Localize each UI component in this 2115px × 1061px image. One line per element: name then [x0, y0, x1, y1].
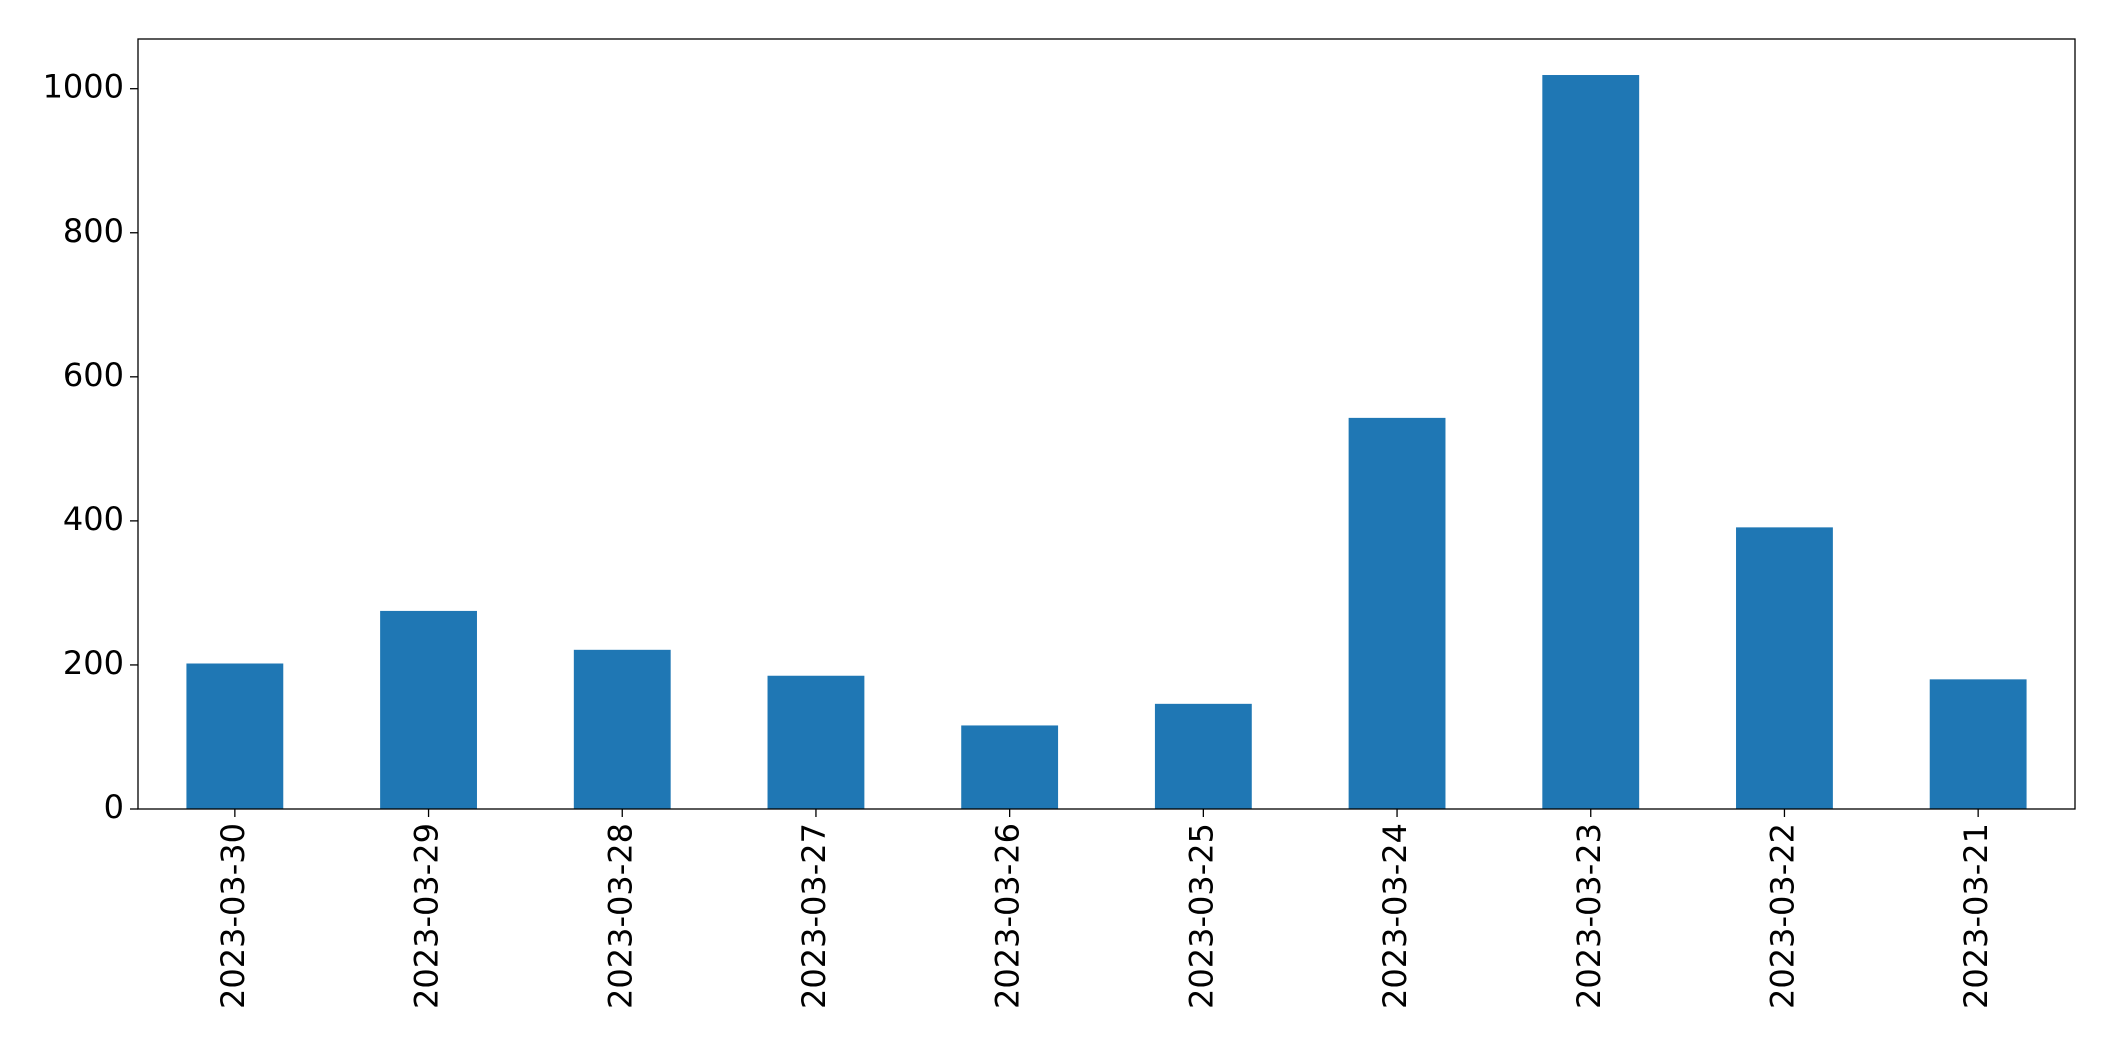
y-tick-label: 200: [63, 644, 124, 682]
bar: [961, 725, 1059, 809]
x-tick-label: 2023-03-22: [1763, 823, 1801, 1009]
bar: [380, 610, 477, 809]
x-tick-label: 2023-03-27: [795, 823, 833, 1009]
bar: [767, 675, 865, 809]
x-tick-label: 2023-03-25: [1182, 823, 1220, 1009]
bar: [1348, 417, 1446, 809]
bar: [573, 649, 671, 809]
x-tick-label: 2023-03-30: [214, 823, 252, 1009]
bar: [1929, 679, 2027, 809]
x-tick-label: 2023-03-26: [989, 823, 1027, 1009]
x-tick-label: 2023-03-21: [1957, 823, 1995, 1009]
x-tick-label: 2023-03-29: [408, 823, 446, 1009]
bar: [1154, 703, 1252, 809]
y-tick-label: 1000: [43, 68, 124, 106]
y-tick-label: 400: [63, 500, 124, 538]
plot-frame: [137, 38, 2076, 810]
x-tick-label: 2023-03-24: [1376, 823, 1414, 1009]
bar: [1542, 75, 1640, 810]
y-tick-label: 800: [63, 212, 124, 250]
bar: [1736, 527, 1833, 809]
y-tick-label: 0: [104, 788, 124, 826]
x-tick-label: 2023-03-23: [1570, 823, 1608, 1009]
x-tick-label: 2023-03-28: [601, 823, 639, 1009]
y-tick-label: 600: [63, 356, 124, 394]
bar: [186, 663, 284, 809]
